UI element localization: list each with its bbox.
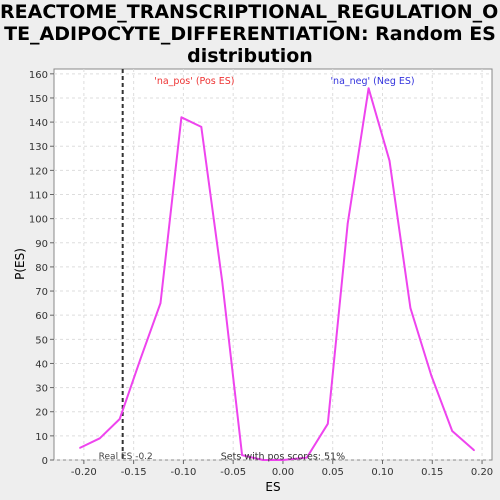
y-tick-label: 30 <box>35 384 48 395</box>
chart-title-line-3: distribution <box>187 45 313 67</box>
y-tick-label: 120 <box>29 166 48 177</box>
series-layer <box>79 87 475 461</box>
data-point <box>388 159 391 162</box>
y-tick-label: 10 <box>35 432 48 443</box>
y-tick-label: 60 <box>35 311 48 322</box>
y-tick-label: 90 <box>35 239 48 250</box>
data-point <box>221 280 224 283</box>
data-point <box>473 449 475 452</box>
chart-annotation: Sets with pos scores: 51% <box>221 451 345 462</box>
chart-title-line-2: TE_ADIPOCYTE_DIFFERENTIATION: Random ES <box>4 23 496 45</box>
grid-lines <box>54 69 492 461</box>
data-point <box>367 87 370 90</box>
annotations: 'na_pos' (Pos ES) 'na_neg' (Neg ES) Sets w… <box>154 76 414 462</box>
data-point <box>118 418 121 420</box>
real-es-label: Real ES -0.2 <box>99 452 153 462</box>
y-tick-label: 100 <box>29 215 48 226</box>
y-tick-label: 50 <box>35 335 48 346</box>
y-tick-label: 20 <box>35 408 48 419</box>
data-point <box>79 447 81 449</box>
y-tick-label: 110 <box>29 191 48 202</box>
data-point <box>282 459 284 461</box>
data-point <box>98 437 101 440</box>
chart-title: REACTOME_TRANSCRIPTIONAL_REGULATION_OF_W… <box>0 1 500 67</box>
x-tick-label: -0.15 <box>121 467 147 478</box>
data-point <box>306 456 308 459</box>
y-tick-label: 70 <box>35 287 48 298</box>
y-tick-label: 40 <box>35 359 48 370</box>
data-point <box>346 222 349 225</box>
plot-area <box>53 68 493 461</box>
y-tick-label: 130 <box>29 142 48 153</box>
x-tick-label: 0.05 <box>322 467 344 478</box>
axes: 0 10 20 30 40 50 60 70 80 90 100 110 120 130 140 150 160… <box>29 70 493 478</box>
data-point <box>180 116 183 119</box>
x-tick-label: 0.10 <box>371 467 393 478</box>
data-point <box>451 430 453 432</box>
x-tick-label: 0.00 <box>272 467 294 478</box>
y-tick-label: 0 <box>42 456 48 467</box>
data-point <box>262 459 264 461</box>
es-distribution-line <box>79 87 475 461</box>
real-es-marker: Real ES -0.2 <box>99 69 153 462</box>
chart-title-line-1: REACTOME_TRANSCRIPTIONAL_REGULATION_OF_W… <box>0 1 500 23</box>
x-tick-label: -0.20 <box>71 467 97 478</box>
data-point <box>200 126 203 128</box>
chart-annotation: 'na_pos' (Pos ES) <box>154 76 234 87</box>
chart-annotation: 'na_neg' (Neg ES) <box>330 76 414 87</box>
y-tick-label: 160 <box>29 70 48 81</box>
data-point <box>139 357 142 360</box>
y-tick-label: 140 <box>29 118 48 129</box>
data-point <box>159 302 162 304</box>
data-point <box>241 454 243 456</box>
y-axis-label: P(ES) <box>13 248 27 280</box>
x-tick-label: 0.15 <box>421 467 443 478</box>
x-tick-label: -0.10 <box>170 467 196 478</box>
data-point <box>326 422 329 425</box>
x-tick-label: 0.20 <box>471 467 493 478</box>
y-tick-label: 80 <box>35 263 48 274</box>
y-tick-label: 150 <box>29 94 48 105</box>
x-tick-label: -0.05 <box>220 467 246 478</box>
data-point <box>430 374 433 377</box>
x-axis-label: ES <box>265 480 280 494</box>
data-point <box>409 307 412 309</box>
